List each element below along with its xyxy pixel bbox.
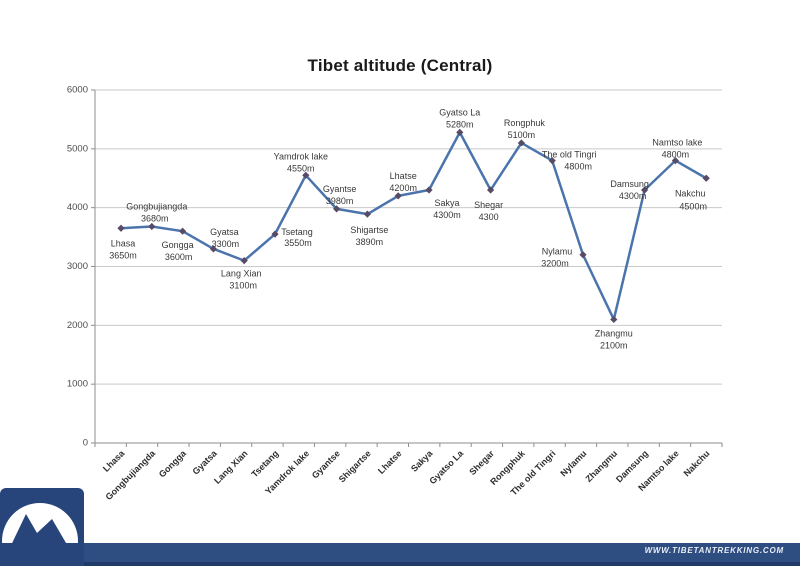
data-point-marker <box>302 171 310 179</box>
data-point-marker <box>641 186 649 194</box>
y-tick-label: 3000 <box>67 261 88 272</box>
point-name-label: Tsetang <box>281 227 313 237</box>
point-value-label: 4800m <box>662 150 690 160</box>
point-value-label: 4500m <box>679 201 707 211</box>
data-point-marker <box>394 192 402 200</box>
point-value-label: 5100m <box>508 130 536 140</box>
x-category-label: Gongga <box>157 448 189 480</box>
point-name-label: Nakchu <box>675 188 706 198</box>
point-name-label: Gyatsa <box>210 227 239 237</box>
y-tick-label: 1000 <box>67 379 88 390</box>
data-point-marker <box>517 139 525 147</box>
x-category-label: Nylamu <box>558 448 588 478</box>
point-value-label: 3600m <box>165 252 193 262</box>
logo-base <box>0 543 84 566</box>
point-name-label: Gongbujiangda <box>126 201 187 211</box>
data-point-marker <box>702 174 710 182</box>
data-point-marker <box>179 227 187 235</box>
point-value-label: 3650m <box>109 250 137 260</box>
point-value-label: 3300m <box>212 239 240 249</box>
data-point-marker <box>579 251 587 259</box>
altitude-line <box>119 131 708 321</box>
y-tick-label: 6000 <box>67 85 88 96</box>
x-category-label: Zhangmu <box>584 448 620 484</box>
point-name-label: Gongga <box>162 240 194 250</box>
x-category-label: Lang Xian <box>212 448 249 485</box>
data-point-marker <box>671 157 679 165</box>
point-value-label: 4550m <box>287 163 315 173</box>
point-name-label: Nylamu <box>542 247 573 257</box>
point-name-label: Shegar <box>474 200 503 210</box>
point-name-label: Zhangmu <box>595 328 633 338</box>
point-value-label: 3980m <box>326 196 354 206</box>
point-value-label: 3550m <box>284 238 312 248</box>
point-value-label: 3680m <box>141 213 169 223</box>
point-name-label: Lhasa <box>111 238 136 248</box>
x-category-label: Gyatsa <box>191 448 220 477</box>
point-value-label: 3100m <box>229 281 257 291</box>
point-value-label: 4300m <box>433 210 461 220</box>
x-category-label: Gyatso La <box>427 448 466 487</box>
x-category-label: Sakya <box>409 448 435 474</box>
tibetan-trekking-logo <box>0 488 84 566</box>
x-category-label: Shegar <box>467 448 496 477</box>
data-point-marker <box>363 210 371 218</box>
data-point-marker <box>240 257 248 265</box>
point-name-label: Lhatse <box>390 171 417 181</box>
point-name-label: Gyantse <box>323 184 357 194</box>
point-name-label: Yamdrok lake <box>274 151 328 161</box>
data-point-marker <box>610 315 618 324</box>
point-value-label: 4300m <box>619 191 647 201</box>
data-point-marker <box>456 128 464 136</box>
point-name-label: The old Tingri <box>542 150 597 160</box>
point-value-label: 4200m <box>389 183 417 193</box>
data-point-marker <box>548 157 556 165</box>
footer-bar <box>0 543 800 566</box>
y-tick-label: 5000 <box>67 143 88 154</box>
data-point-marker <box>425 186 433 194</box>
x-category-label: Tsetang <box>249 448 280 479</box>
point-name-label: Shigartse <box>350 225 388 235</box>
data-point-marker <box>333 205 341 213</box>
point-value-label: 4300 <box>479 212 499 222</box>
data-point-marker <box>487 186 495 194</box>
point-name-label: Gyatso La <box>439 107 480 117</box>
data-point-marker <box>117 224 125 232</box>
data-point-marker <box>209 245 217 253</box>
point-name-label: Namtso lake <box>652 138 702 148</box>
point-value-label: 2100m <box>600 340 628 350</box>
point-name-label: Lang Xian <box>221 269 262 279</box>
x-category-label: Lhatse <box>376 448 404 476</box>
point-name-label: Rongphuk <box>504 118 546 128</box>
y-tick-label: 0 <box>83 438 88 449</box>
x-category-label: Nakchu <box>682 448 712 478</box>
x-category-label: Shigartse <box>337 448 373 484</box>
data-point-marker <box>271 230 279 238</box>
chart-title: Tibet altitude (Central) <box>307 56 493 75</box>
data-point-marker <box>148 222 156 231</box>
website-url: WWW.TIBETANTREKKING.COM <box>644 546 784 555</box>
point-value-label: 3200m <box>541 259 569 269</box>
y-tick-label: 2000 <box>67 320 88 331</box>
x-category-label: Lhasa <box>101 448 127 474</box>
y-tick-label: 4000 <box>67 202 88 213</box>
point-name-label: Damsung <box>610 179 649 189</box>
point-value-label: 3890m <box>356 237 384 247</box>
point-name-label: Sakya <box>434 198 459 208</box>
point-value-label: 4800m <box>564 162 592 172</box>
point-value-label: 5280m <box>446 119 474 129</box>
